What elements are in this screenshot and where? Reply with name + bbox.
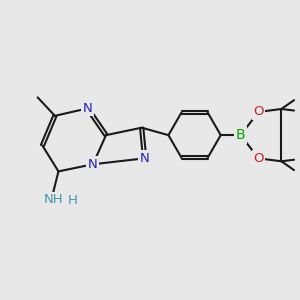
Text: N: N bbox=[140, 152, 149, 165]
Text: N: N bbox=[88, 158, 98, 171]
Text: H: H bbox=[68, 194, 78, 207]
Text: N: N bbox=[83, 102, 92, 115]
Text: B: B bbox=[236, 128, 245, 142]
Text: O: O bbox=[253, 152, 264, 165]
Text: O: O bbox=[253, 106, 264, 118]
Text: NH: NH bbox=[44, 193, 64, 206]
